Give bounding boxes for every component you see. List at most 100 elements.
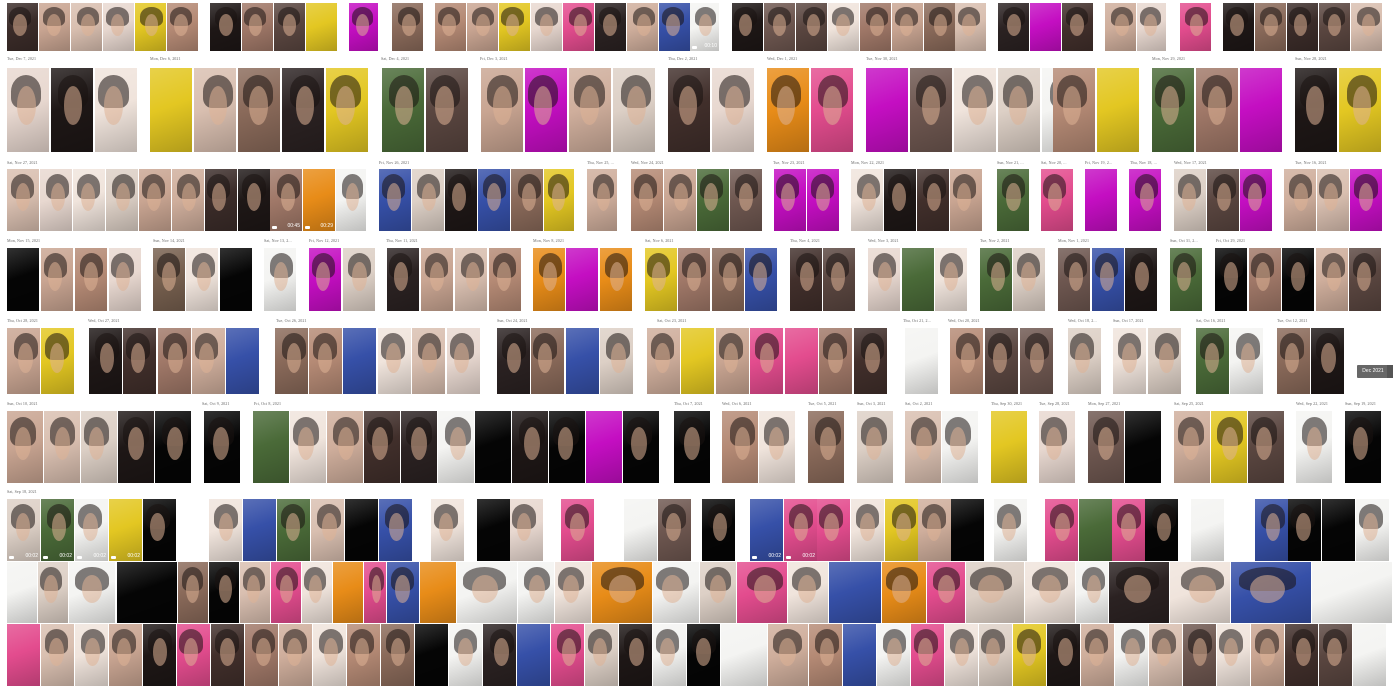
photo-thumbnail[interactable]: [497, 328, 530, 394]
photo-thumbnail[interactable]: [1047, 624, 1080, 686]
photo-thumbnail[interactable]: [658, 499, 691, 561]
photo-thumbnail[interactable]: [242, 3, 273, 51]
photo-thumbnail[interactable]: [204, 411, 240, 483]
photo-thumbnail[interactable]: [455, 248, 487, 311]
photo-thumbnail[interactable]: [1251, 624, 1284, 686]
photo-thumbnail[interactable]: [1076, 562, 1108, 623]
photo-thumbnail[interactable]: 00:29: [303, 169, 335, 231]
photo-thumbnail[interactable]: [927, 562, 965, 623]
photo-thumbnail[interactable]: [7, 624, 40, 686]
photo-thumbnail[interactable]: [387, 562, 419, 623]
photo-thumbnail[interactable]: [275, 328, 308, 394]
photo-thumbnail[interactable]: [274, 3, 305, 51]
photo-thumbnail[interactable]: [1230, 328, 1263, 394]
photo-thumbnail[interactable]: [499, 3, 530, 51]
photo-thumbnail[interactable]: [489, 248, 521, 311]
photo-thumbnail[interactable]: [89, 328, 122, 394]
photo-thumbnail[interactable]: [118, 411, 154, 483]
photo-thumbnail[interactable]: [764, 3, 795, 51]
photo-thumbnail[interactable]: [387, 248, 419, 311]
photo-thumbnail[interactable]: [732, 3, 763, 51]
photo-thumbnail[interactable]: [917, 169, 949, 231]
photo-thumbnail[interactable]: [678, 248, 710, 311]
photo-thumbnail[interactable]: [1105, 3, 1136, 51]
photo-thumbnail[interactable]: [1041, 169, 1073, 231]
photo-thumbnail[interactable]: [595, 3, 626, 51]
photo-thumbnail[interactable]: [209, 562, 239, 623]
photo-thumbnail[interactable]: [1319, 3, 1350, 51]
photo-thumbnail[interactable]: [192, 328, 225, 394]
photo-thumbnail[interactable]: [942, 411, 978, 483]
photo-thumbnail[interactable]: [172, 169, 204, 231]
photo-thumbnail[interactable]: [379, 169, 411, 231]
photo-thumbnail[interactable]: [911, 624, 944, 686]
photo-thumbnail[interactable]: [681, 328, 714, 394]
photo-thumbnail[interactable]: [313, 624, 346, 686]
photo-thumbnail[interactable]: [1249, 248, 1281, 311]
photo-thumbnail[interactable]: [955, 3, 986, 51]
photo-thumbnail[interactable]: 00:02: [41, 499, 74, 561]
photo-thumbnail[interactable]: [253, 411, 289, 483]
photo-thumbnail[interactable]: [668, 68, 710, 152]
photo-thumbnail[interactable]: [153, 248, 185, 311]
photo-thumbnail[interactable]: [177, 624, 210, 686]
photo-thumbnail[interactable]: [1350, 169, 1382, 231]
photo-thumbnail[interactable]: [1311, 328, 1344, 394]
photo-thumbnail[interactable]: [518, 562, 554, 623]
photo-thumbnail[interactable]: [211, 624, 244, 686]
photo-thumbnail[interactable]: [1113, 328, 1146, 394]
photo-thumbnail[interactable]: [613, 68, 655, 152]
photo-thumbnail[interactable]: [1349, 248, 1381, 311]
photo-thumbnail[interactable]: 00:02: [109, 499, 142, 561]
photo-thumbnail[interactable]: [333, 562, 363, 623]
photo-thumbnail[interactable]: [220, 248, 252, 311]
photo-thumbnail[interactable]: [349, 3, 378, 51]
photo-thumbnail[interactable]: [1129, 169, 1161, 231]
photo-thumbnail[interactable]: [905, 328, 938, 394]
photo-thumbnail[interactable]: [512, 411, 548, 483]
photo-thumbnail[interactable]: [44, 411, 80, 483]
photo-thumbnail[interactable]: [1255, 499, 1288, 561]
photo-thumbnail[interactable]: [768, 624, 808, 686]
photo-thumbnail[interactable]: [1317, 169, 1349, 231]
photo-thumbnail[interactable]: [511, 169, 543, 231]
photo-thumbnail[interactable]: [854, 328, 887, 394]
photo-thumbnail[interactable]: [1125, 411, 1161, 483]
photo-thumbnail[interactable]: [1180, 3, 1211, 51]
photo-thumbnail[interactable]: [238, 68, 280, 152]
photo-thumbnail[interactable]: [1339, 68, 1381, 152]
photo-thumbnail[interactable]: [1149, 624, 1182, 686]
photo-thumbnail[interactable]: [631, 169, 663, 231]
photo-thumbnail[interactable]: [966, 562, 1024, 623]
photo-thumbnail[interactable]: [586, 411, 622, 483]
photo-thumbnail[interactable]: [517, 624, 550, 686]
photo-thumbnail[interactable]: [1174, 411, 1210, 483]
photo-thumbnail[interactable]: [41, 248, 73, 311]
photo-thumbnail[interactable]: [345, 499, 378, 561]
photo-thumbnail[interactable]: [109, 248, 141, 311]
photo-thumbnail[interactable]: [1115, 624, 1148, 686]
photo-thumbnail[interactable]: [951, 499, 984, 561]
photo-thumbnail[interactable]: [1191, 499, 1224, 561]
scrollbar-thumb[interactable]: [1387, 365, 1393, 378]
photo-thumbnail[interactable]: [245, 624, 278, 686]
photo-thumbnail[interactable]: [343, 248, 375, 311]
photo-thumbnail[interactable]: [868, 248, 900, 311]
photo-thumbnail[interactable]: [544, 169, 574, 231]
photo-thumbnail[interactable]: [75, 624, 108, 686]
photo-thumbnail[interactable]: [445, 169, 477, 231]
photo-thumbnail[interactable]: [1282, 248, 1314, 311]
photo-thumbnail[interactable]: [1356, 499, 1389, 561]
photo-thumbnail[interactable]: [998, 68, 1040, 152]
photo-thumbnail[interactable]: [475, 411, 511, 483]
photo-thumbnail[interactable]: [954, 68, 996, 152]
photo-thumbnail[interactable]: [712, 248, 744, 311]
photo-thumbnail[interactable]: [41, 624, 74, 686]
photo-thumbnail[interactable]: [1088, 411, 1124, 483]
photo-thumbnail[interactable]: [910, 68, 952, 152]
photo-thumbnail[interactable]: [563, 3, 594, 51]
photo-thumbnail[interactable]: [531, 328, 564, 394]
photo-thumbnail[interactable]: 00:02: [75, 499, 108, 561]
photo-thumbnail[interactable]: [664, 169, 696, 231]
photo-thumbnail[interactable]: [139, 169, 171, 231]
